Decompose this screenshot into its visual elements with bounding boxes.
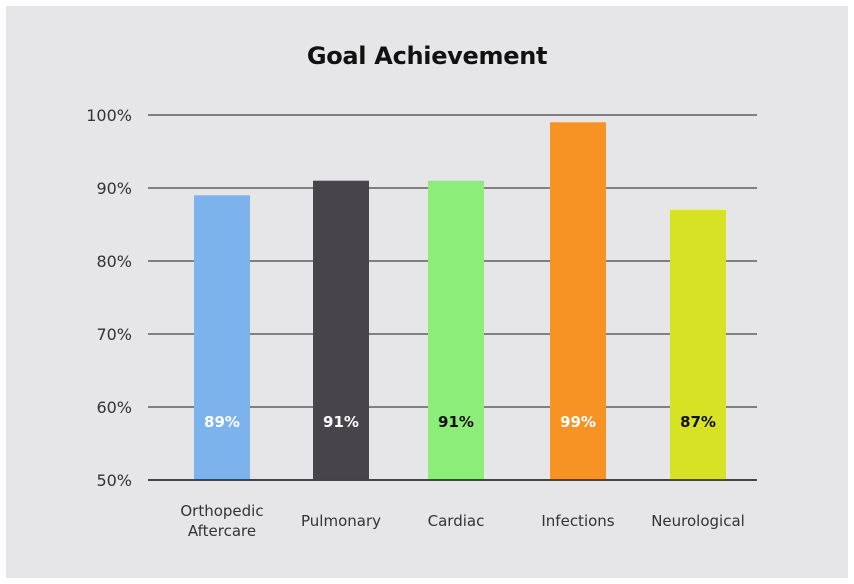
data-label: 91% <box>438 413 474 431</box>
chart-title: Goal Achievement <box>306 42 548 70</box>
x-tick-label: Aftercare <box>188 522 256 540</box>
x-tick-label: Cardiac <box>428 512 485 530</box>
x-tick-label: Orthopedic <box>180 502 263 520</box>
y-tick-label: 80% <box>96 252 132 271</box>
bar <box>194 195 250 480</box>
y-tick-label: 90% <box>96 179 132 198</box>
x-tick-label: Infections <box>541 512 614 530</box>
x-tick-label: Pulmonary <box>301 512 381 530</box>
bar <box>313 180 369 479</box>
y-tick-label: 50% <box>96 471 132 490</box>
data-label: 99% <box>560 413 596 431</box>
data-label: 91% <box>323 413 359 431</box>
data-label: 89% <box>204 413 240 431</box>
y-tick-label: 100% <box>86 106 132 125</box>
y-tick-label: 70% <box>96 325 132 344</box>
data-label: 87% <box>680 413 716 431</box>
bar <box>428 180 484 479</box>
bar <box>670 209 726 479</box>
x-tick-label: Neurological <box>651 512 745 530</box>
bar <box>550 122 606 480</box>
y-tick-label: 60% <box>96 398 132 417</box>
